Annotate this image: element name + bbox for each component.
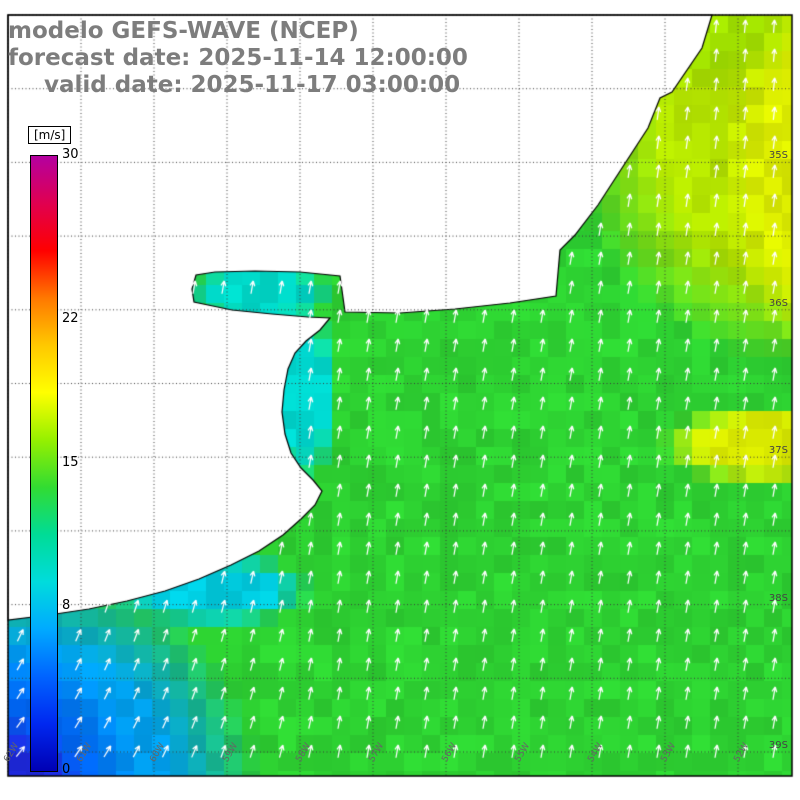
forecast-date-line: forecast date: 2025-11-14 12:00:00 [8,45,468,71]
valid-date-line: valid date: 2025-11-17 03:00:00 [44,72,461,98]
colorbar-tick-label: 30 [62,147,79,162]
colorbar-tick-label: 22 [62,311,79,326]
colorbar-gradient [30,155,58,772]
title-block: modelo GEFS-WAVE (NCEP) forecast date: 2… [8,18,468,99]
lat-label: 35S [768,150,788,162]
lat-label: 36S [768,297,788,309]
colorbar: [m/s] 30 22 15 8 0 [28,126,108,792]
colorbar-tick-label: 8 [62,598,71,613]
colorbar-tick-label: 0 [62,762,71,777]
colorbar-tick-label: 15 [62,454,79,470]
lat-label: 39S [768,740,788,751]
lat-label: 38S [768,592,788,604]
colorbar-unit-label: [m/s] [28,126,72,144]
lat-label: 37S [768,445,788,457]
model-title: modelo GEFS-WAVE (NCEP) [8,18,359,44]
